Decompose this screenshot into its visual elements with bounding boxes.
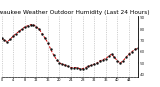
Title: Milwaukee Weather Outdoor Humidity (Last 24 Hours): Milwaukee Weather Outdoor Humidity (Last… (0, 10, 149, 15)
